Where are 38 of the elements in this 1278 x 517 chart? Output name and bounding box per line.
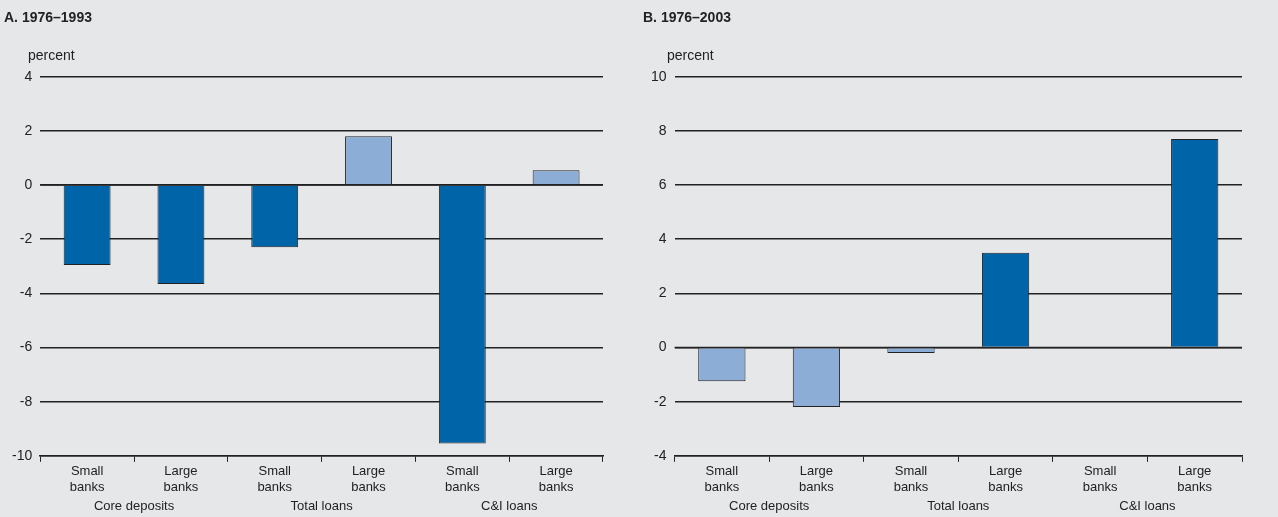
text: C&I loans	[481, 498, 538, 514]
y-tick-label: 0	[24, 175, 33, 192]
text: Total loans	[927, 498, 990, 514]
text: Core deposits	[93, 498, 175, 514]
y-tick-label: -6	[19, 338, 33, 355]
x-tick-label: Large banks	[163, 463, 199, 494]
x-tick-label: Large banks	[1177, 463, 1213, 494]
y-axis-title: percent	[667, 46, 714, 63]
y-tick-label: 6	[658, 175, 667, 192]
chart-title: A. 1976–1993	[4, 9, 93, 26]
chart-title: B. 1976–2003	[643, 9, 732, 26]
y-tick-label: -10	[12, 446, 33, 463]
x-tick-label: Large banks	[799, 463, 835, 494]
x-tick-label: Large banks	[351, 463, 387, 494]
y-tick-label: 4	[24, 67, 33, 84]
text: C&I loans	[1119, 498, 1177, 514]
y-tick-label: -4	[19, 284, 33, 301]
y-tick-label: 0	[658, 338, 667, 355]
y-tick-label: -2	[19, 230, 33, 247]
text: Total loans	[290, 498, 354, 514]
x-tick-label: Small banks	[704, 463, 740, 494]
y-tick-label: -8	[19, 392, 33, 409]
y-tick-label: -4	[654, 446, 667, 463]
x-tick-label: Large banks	[988, 463, 1024, 494]
text: Core deposits	[729, 498, 810, 514]
x-tick-label: Small banks	[69, 463, 105, 494]
y-tick-label: 4	[658, 230, 667, 247]
y-axis-title: percent	[28, 46, 75, 63]
y-tick-label: -2	[654, 392, 667, 409]
y-tick-label: 2	[658, 284, 667, 301]
y-tick-label: 8	[658, 121, 667, 138]
x-tick-label: Small banks	[257, 463, 293, 494]
x-tick-label: Small banks	[1082, 463, 1118, 494]
x-tick-label: Large banks	[538, 463, 574, 494]
y-tick-label: 2	[24, 121, 33, 138]
x-tick-label: Small banks	[893, 463, 929, 494]
x-tick-label: Small banks	[444, 463, 481, 494]
y-tick-label: 10	[650, 67, 667, 84]
